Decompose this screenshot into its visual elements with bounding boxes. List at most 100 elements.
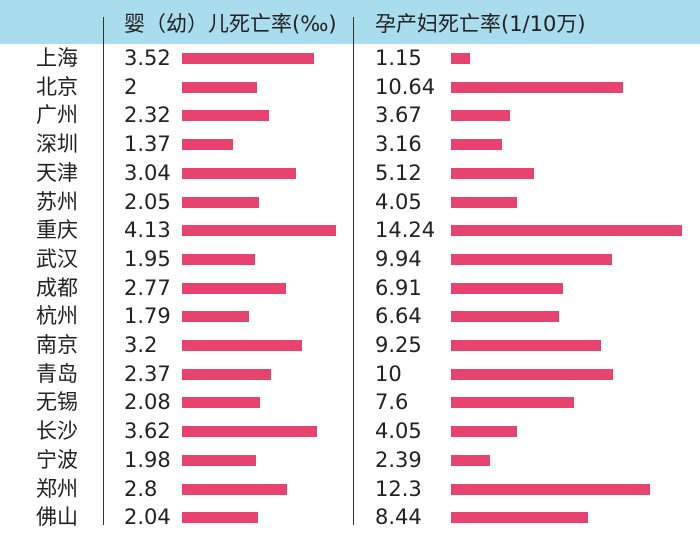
- divider-right: [353, 17, 354, 525]
- table-row: 杭州 1.79 6.64: [0, 302, 700, 331]
- table-row: 北京 2 10.64: [0, 73, 700, 102]
- infant-mortality-bar: [182, 110, 269, 122]
- maternal-mortality-bar: [451, 225, 682, 237]
- table-row: 武汉 1.95 9.94: [0, 245, 700, 274]
- table-row: 宁波 1.98 2.39: [0, 446, 700, 475]
- maternal-mortality-value: 8.44: [375, 505, 422, 530]
- city-label: 苏州: [36, 189, 78, 214]
- maternal-mortality-value: 2.39: [375, 447, 422, 472]
- maternal-mortality-bar: [451, 483, 651, 495]
- maternal-mortality-value: 7.6: [375, 390, 409, 415]
- divider-left: [103, 17, 104, 525]
- city-label: 杭州: [36, 304, 78, 329]
- infant-mortality-value: 2.77: [124, 275, 171, 300]
- infant-mortality-value: 4.13: [124, 218, 171, 243]
- maternal-mortality-value: 3.67: [375, 103, 422, 128]
- table-row: 广州 2.32 3.67: [0, 101, 700, 130]
- infant-mortality-value: 3.62: [124, 419, 171, 444]
- infant-mortality-bar: [182, 397, 260, 409]
- maternal-mortality-bar: [451, 512, 588, 524]
- infant-mortality-bar: [182, 196, 259, 208]
- maternal-mortality-value: 10.64: [375, 74, 436, 99]
- infant-mortality-bar: [182, 483, 287, 495]
- infant-mortality-value: 2.32: [124, 103, 171, 128]
- infant-mortality-bar: [182, 282, 286, 294]
- city-label: 无锡: [36, 390, 78, 415]
- city-label: 宁波: [36, 447, 78, 472]
- city-label: 广州: [36, 103, 78, 128]
- table-row: 深圳 1.37 3.16: [0, 130, 700, 159]
- maternal-mortality-value: 6.91: [375, 275, 422, 300]
- maternal-mortality-bar: [451, 81, 624, 93]
- maternal-mortality-bar: [451, 53, 470, 64]
- table-row: 佛山 2.04 8.44: [0, 503, 700, 532]
- city-label: 深圳: [36, 132, 78, 157]
- maternal-mortality-bar: [451, 282, 563, 294]
- infant-mortality-value: 2.37: [124, 361, 171, 386]
- infant-mortality-bar: [182, 81, 257, 93]
- infant-mortality-value: 1.37: [124, 132, 171, 157]
- city-label: 佛山: [36, 505, 78, 530]
- infant-mortality-bar: [182, 426, 318, 438]
- maternal-mortality-value: 14.24: [375, 218, 436, 243]
- maternal-mortality-bar: [451, 139, 503, 151]
- table-row: 青岛 2.37 10: [0, 360, 700, 389]
- city-label: 上海: [36, 46, 78, 70]
- maternal-mortality-bar: [451, 253, 613, 265]
- infant-mortality-value: 3.04: [124, 160, 171, 185]
- maternal-mortality-value: 6.64: [375, 304, 422, 329]
- infant-mortality-bar: [182, 454, 257, 466]
- infant-mortality-bar: [182, 167, 296, 179]
- maternal-mortality-value: 5.12: [375, 160, 422, 185]
- infant-mortality-bar: [182, 253, 255, 265]
- infant-mortality-value: 2.08: [124, 390, 171, 415]
- maternal-mortality-value: 10: [375, 361, 402, 386]
- table-row: 郑州 2.8 12.3: [0, 475, 700, 504]
- infant-mortality-value: 3.52: [124, 46, 171, 70]
- table-row: 长沙 3.62 4.05: [0, 417, 700, 446]
- infant-mortality-value: 1.98: [124, 447, 171, 472]
- maternal-mortality-bar: [451, 368, 613, 380]
- infant-mortality-bar: [182, 512, 259, 524]
- infant-mortality-value: 1.95: [124, 246, 171, 271]
- infant-mortality-value: 2.8: [124, 476, 158, 501]
- infant-mortality-value: 2: [124, 74, 138, 99]
- infant-mortality-bar: [182, 340, 302, 351]
- city-label: 南京: [36, 333, 78, 357]
- city-label: 郑州: [36, 476, 78, 501]
- header-band: 婴（幼）儿死亡率(‰) 孕产妇死亡率(1/10万): [0, 0, 700, 44]
- maternal-mortality-value: 4.05: [375, 189, 422, 214]
- infant-mortality-value: 3.2: [124, 333, 158, 357]
- maternal-mortality-value: 12.3: [375, 476, 422, 501]
- infant-mortality-bar: [182, 311, 249, 323]
- maternal-mortality-value: 1.15: [375, 46, 422, 70]
- maternal-mortality-bar: [451, 397, 575, 409]
- maternal-mortality-bar: [451, 110, 511, 122]
- maternal-mortality-value: 9.94: [375, 246, 422, 271]
- maternal-mortality-bar: [451, 311, 559, 323]
- table-row: 苏州 2.05 4.05: [0, 188, 700, 217]
- table-row: 南京 3.2 9.25: [0, 331, 700, 360]
- infant-mortality-bar: [182, 368, 271, 380]
- maternal-mortality-bar: [451, 167, 534, 179]
- infant-mortality-value: 2.05: [124, 189, 171, 214]
- maternal-mortality-value: 9.25: [375, 333, 422, 357]
- maternal-mortality-bar: [451, 426, 517, 438]
- infant-mortality-value: 1.79: [124, 304, 171, 329]
- city-label: 天津: [36, 160, 78, 185]
- table-row: 天津 3.04 5.12: [0, 159, 700, 188]
- series-1-header: 婴（幼）儿死亡率(‰): [124, 12, 337, 36]
- table-row: 无锡 2.08 7.6: [0, 388, 700, 417]
- table-row: 上海 3.52 1.15: [0, 44, 700, 73]
- maternal-mortality-value: 4.05: [375, 419, 422, 444]
- city-label: 青岛: [36, 361, 78, 386]
- city-label: 武汉: [36, 246, 78, 271]
- table-row: 重庆 4.13 14.24: [0, 216, 700, 245]
- table-row: 成都 2.77 6.91: [0, 274, 700, 303]
- infant-mortality-value: 2.04: [124, 505, 171, 530]
- city-label: 成都: [36, 275, 78, 300]
- infant-mortality-bar: [182, 225, 337, 237]
- infant-mortality-bar: [182, 53, 314, 64]
- city-label: 长沙: [36, 419, 78, 444]
- city-label: 重庆: [36, 218, 78, 243]
